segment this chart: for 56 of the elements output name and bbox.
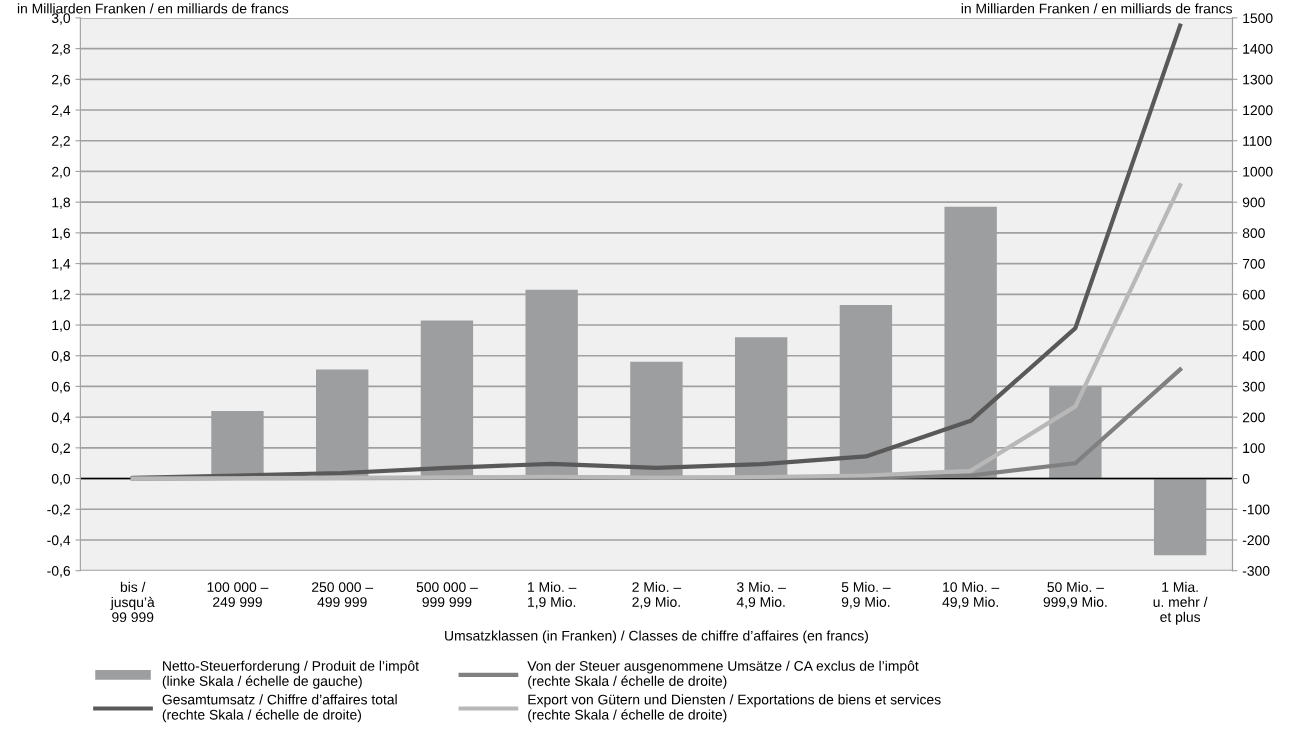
y2-tick-label: 1200: [1243, 105, 1273, 116]
y2-tick-label: 100: [1243, 443, 1265, 454]
y2-axis-title: in Milliarden Franken / en milliards de francs: [961, 3, 1233, 14]
y-tick-label: 2,4: [52, 105, 71, 117]
y-tick-label: 3,0: [51, 13, 71, 25]
y2-tick-label: 1000: [1243, 166, 1273, 177]
y-tick-label: 0,8: [51, 351, 71, 363]
x-tick-label: 3 Mio. – 4,9 Mio.: [736, 581, 786, 609]
y-axis-title: in Milliarden Franken / en milliards de francs: [17, 3, 289, 14]
y-tick-label: -0,6: [47, 566, 71, 578]
x-tick-label: 1 Mia. u. mehr / et plus: [1153, 581, 1208, 625]
y2-tick-label: 200: [1242, 412, 1265, 423]
y-tick-label: 1,0: [52, 320, 71, 332]
y-tick-label: -0,4: [47, 535, 71, 547]
y2-tick-label: -200: [1242, 535, 1270, 546]
y-tick-label: 1,4: [52, 259, 71, 271]
y2-tick-label: 1100: [1243, 136, 1272, 146]
x-tick-label: 2 Mio. – 2,9 Mio.: [632, 581, 682, 609]
y-tick-label: 2,6: [52, 74, 71, 87]
y2-tick-label: 400: [1242, 351, 1265, 361]
x-tick-label: 50 Mio. – 999,9 Mio.: [1043, 581, 1107, 609]
y-tick-label: 0,0: [51, 473, 71, 486]
y2-tick-label: -300: [1242, 566, 1270, 576]
y-tick-label: 1,2: [52, 289, 70, 302]
y-tick-label: 0,4: [51, 412, 71, 424]
y2-tick-label: -100: [1242, 504, 1270, 515]
y2-tick-label: 500: [1242, 320, 1265, 331]
x-tick-label: bis / jusqu’à 99 999: [110, 581, 155, 623]
y2-tick-label: 1400: [1243, 43, 1273, 54]
y2-tick-label: 900: [1242, 197, 1265, 208]
legend-label: Export von Gütern und Diensten / Exportations de biens et services (rechte Skala / échelle de droite): [528, 694, 941, 723]
y2-tick-label: 1300: [1243, 74, 1273, 85]
y2-tick-label: 600: [1242, 289, 1265, 300]
y2-tick-label: 0: [1242, 473, 1250, 484]
x-tick-label: 10 Mio. – 49,9 Mio.: [942, 581, 1000, 609]
x-tick-label: 5 Mio. – 9,9 Mio.: [841, 581, 891, 609]
y-tick-label: -0,2: [47, 504, 70, 517]
legend-label: Gesamtumsatz / Chiffre d’affaires total (rechte Skala / échelle de droite): [162, 694, 397, 723]
y-tick-label: 2,2: [52, 136, 70, 148]
legend-label: Netto-Steuerforderung / Produit de l’impôt (linke Skala / échelle de gauche): [162, 660, 419, 689]
y2-tick-label: 300: [1242, 381, 1265, 392]
y-tick-label: 2,0: [52, 166, 71, 179]
y-tick-label: 2,8: [52, 43, 71, 56]
y2-tick-label: 700: [1242, 258, 1265, 269]
y-tick-label: 0,2: [51, 443, 70, 455]
y-tick-label: 0,6: [51, 381, 71, 394]
x-axis-title: Umsatzklassen (in Franken) / Classes de chiffre d’affaires (en francs): [445, 630, 868, 644]
y2-tick-label: 800: [1242, 228, 1265, 239]
x-tick-label: 1 Mio. – 1,9 Mio.: [528, 581, 577, 609]
y-tick-label: 1,6: [52, 228, 71, 240]
x-tick-label: 100 000 – 249 999: [207, 582, 269, 607]
x-tick-label: 500 000 – 999 999: [416, 582, 478, 607]
y-tick-label: 1,8: [52, 197, 71, 209]
y2-tick-label: 1500: [1243, 13, 1273, 24]
legend-label: Von der Steuer ausgenommene Umsätze / CA exclus de l’impôt (rechte Skala / échelle de droite): [527, 660, 919, 689]
x-tick-label: 250 000 – 499 999: [312, 582, 374, 607]
